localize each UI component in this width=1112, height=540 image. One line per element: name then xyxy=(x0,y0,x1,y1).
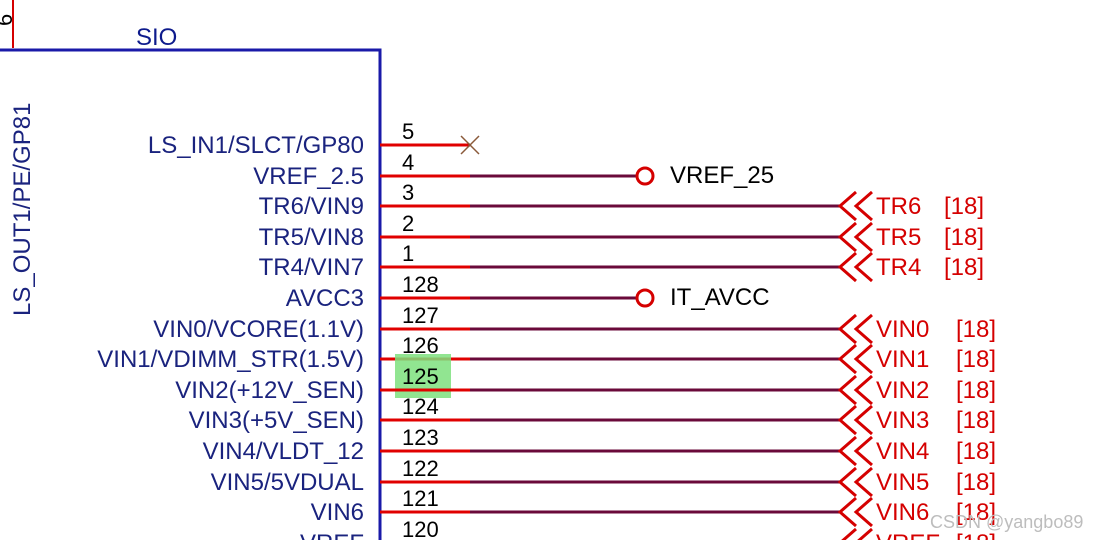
pin-number: 126 xyxy=(402,333,439,358)
offpage-connector-chevron xyxy=(853,251,873,283)
offpage-connector-chevron xyxy=(837,374,857,406)
pin-label: VREF xyxy=(300,530,364,540)
offpage-connector-chevron xyxy=(853,221,873,253)
offpage-connector-chevron xyxy=(853,435,873,467)
pin-label: VIN1/VDIMM_STR(1.5V) xyxy=(97,346,364,373)
pin-label: TR5/VIN8 xyxy=(259,224,364,251)
offpage-sheet-ref: [18] xyxy=(944,224,984,251)
no-connect-mark xyxy=(460,135,480,155)
offpage-connector-chevron xyxy=(837,466,857,498)
pin-number: 5 xyxy=(402,119,414,144)
pin-label: TR6/VIN9 xyxy=(259,193,364,220)
offpage-net-name: VIN0 xyxy=(876,316,929,343)
pin-number: 124 xyxy=(402,394,439,419)
pin-number: 1 xyxy=(402,241,414,266)
offpage-net-name: VREF xyxy=(876,530,940,540)
offpage-sheet-ref: [18] xyxy=(956,316,996,343)
offpage-connector-chevron xyxy=(837,190,857,222)
offpage-sheet-ref: [18] xyxy=(956,499,996,526)
pin-number: 123 xyxy=(402,425,439,450)
net-name: VREF_25 xyxy=(670,162,774,189)
offpage-connector-chevron xyxy=(853,404,873,436)
vertical-pin-label: LS_OUT1/PE/GP81 xyxy=(9,103,36,316)
offpage-net-name: VIN4 xyxy=(876,438,929,465)
offpage-net-name: TR4 xyxy=(876,254,921,281)
pin-label: AVCC3 xyxy=(286,285,364,312)
offpage-sheet-ref: [18] xyxy=(956,530,996,540)
pins-layer: LS_IN1/SLCT/GP80 5 VREF_2.5 4 VREF_25 TR6/VIN… xyxy=(97,119,996,540)
offpage-net-name: VIN3 xyxy=(876,407,929,434)
offpage-net-name: VIN1 xyxy=(876,346,929,373)
pin-number: 2 xyxy=(402,211,414,236)
pin-label: VIN2(+12V_SEN) xyxy=(175,377,364,404)
offpage-sheet-ref: [18] xyxy=(956,377,996,404)
offpage-net-name: VIN5 xyxy=(876,469,929,496)
pin-number: 122 xyxy=(402,456,439,481)
offpage-connector-chevron xyxy=(853,313,873,345)
net-name: IT_AVCC xyxy=(670,284,770,311)
component-body-outline xyxy=(0,48,382,540)
offpage-sheet-ref: [18] xyxy=(944,193,984,220)
pin-label: VIN0/VCORE(1.1V) xyxy=(153,316,364,343)
pin-number: 120 xyxy=(402,517,439,540)
offpage-connector-chevron xyxy=(837,343,857,375)
pin-label: VIN6 xyxy=(311,499,364,526)
top-pin-number: 6 xyxy=(0,14,17,26)
watermark: CSDN @yangbo89 xyxy=(930,512,1083,532)
pin-number: 125 xyxy=(402,364,439,389)
offpage-net-name: TR5 xyxy=(876,224,921,251)
component-title: SIO xyxy=(136,24,177,51)
net-terminal-circle xyxy=(635,288,655,308)
offpage-net-name: TR6 xyxy=(876,193,921,220)
offpage-sheet-ref: [18] xyxy=(956,407,996,434)
offpage-connector-chevron xyxy=(837,435,857,467)
offpage-connector-chevron xyxy=(853,466,873,498)
offpage-sheet-ref: [18] xyxy=(956,346,996,373)
pin-label: VREF_2.5 xyxy=(253,163,364,190)
pin-number: 3 xyxy=(402,180,414,205)
pin-label: VIN4/VLDT_12 xyxy=(203,438,364,465)
pin-number: 127 xyxy=(402,303,439,328)
offpage-connector-chevron xyxy=(853,343,873,375)
offpage-connector-chevron xyxy=(837,313,857,345)
pin-label: LS_IN1/SLCT/GP80 xyxy=(148,132,364,159)
pin-label: TR4/VIN7 xyxy=(259,254,364,281)
offpage-connector-chevron xyxy=(837,496,857,528)
offpage-sheet-ref: [18] xyxy=(944,254,984,281)
offpage-connector-chevron xyxy=(841,527,857,540)
offpage-connector-chevron xyxy=(853,374,873,406)
offpage-connector-chevron xyxy=(837,251,857,283)
pin-label: VIN3(+5V_SEN) xyxy=(189,407,364,434)
offpage-connector-chevron xyxy=(853,190,873,222)
offpage-connector-chevron xyxy=(853,496,873,528)
offpage-net-name: VIN2 xyxy=(876,377,929,404)
offpage-connector-chevron xyxy=(837,404,857,436)
offpage-sheet-ref: [18] xyxy=(956,469,996,496)
pin-number: 4 xyxy=(402,150,414,175)
offpage-net-name: VIN6 xyxy=(876,499,929,526)
offpage-connector-chevron xyxy=(857,527,873,540)
pin-number: 121 xyxy=(402,486,439,511)
net-terminal-circle xyxy=(635,166,655,186)
pin-label: VIN5/5VDUAL xyxy=(211,469,364,496)
offpage-connector-chevron xyxy=(837,221,857,253)
pin-number: 128 xyxy=(402,272,439,297)
offpage-sheet-ref: [18] xyxy=(956,438,996,465)
